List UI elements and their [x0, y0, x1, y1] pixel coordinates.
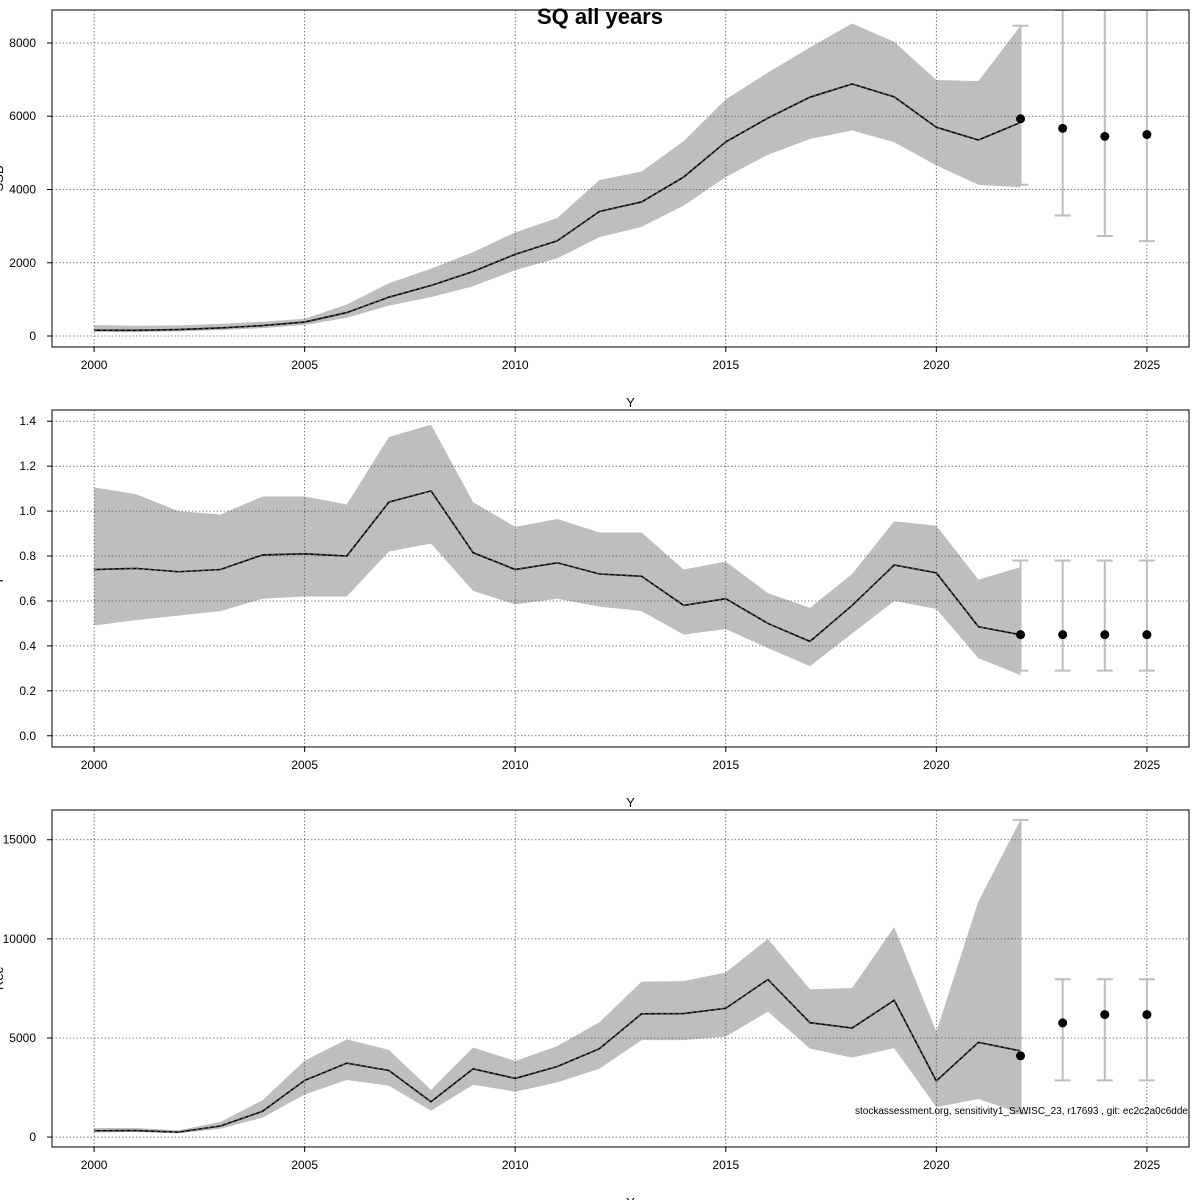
forecast-point	[1058, 1018, 1068, 1028]
y-tick-label: 10000	[3, 932, 37, 946]
x-tick-label: 2010	[502, 358, 529, 372]
panel-3-frame	[51, 809, 1190, 1148]
x-tick-label: 2005	[291, 358, 318, 372]
forecast-point	[1142, 130, 1152, 140]
panel-2-plot-area	[52, 410, 1189, 747]
y-axis-title: SSB	[0, 165, 6, 191]
x-tick-label: 2025	[1134, 358, 1161, 372]
confidence-band	[94, 819, 1021, 1134]
y-tick-label: 0.4	[19, 639, 36, 653]
forecast-point	[1100, 1010, 1110, 1020]
estimate-line-dashed	[94, 490, 1021, 642]
panel-3: 2000 2005 2010 2015 2020 2025 0 5000 10000 15000 Y…	[0, 809, 1190, 1200]
y-tick-label: 0.0	[19, 729, 36, 743]
panel-2: 2000 2005 2010 2015 2020 2025 0.0 0.2 0.4 0.6 0.8 1…	[0, 409, 1190, 810]
estimate-line-dashed	[94, 83, 1021, 331]
x-tick-label: 2010	[502, 1158, 529, 1172]
x-tick-label: 2010	[502, 758, 529, 772]
x-tick-label: 2015	[712, 758, 739, 772]
y-axis-title: Rec	[0, 966, 6, 990]
x-tick-label: 2005	[291, 1158, 318, 1172]
panel-1-frame	[51, 9, 1190, 348]
y-tick-label: 5000	[9, 1031, 36, 1045]
forecast-point	[1058, 630, 1068, 640]
forecast-point	[1016, 1051, 1026, 1061]
y-tick-label: 1.2	[19, 459, 36, 473]
panels: 2000 2005 2010 2015 2020 2025 0 2000 4000 6000 800…	[0, 9, 1190, 1200]
x-axis-title: Y	[626, 1195, 635, 1200]
x-tick-label: 2000	[81, 1158, 108, 1172]
forecast-point	[1100, 131, 1110, 141]
forecast-point	[1016, 114, 1026, 124]
panel-1: 2000 2005 2010 2015 2020 2025 0 2000 4000 6000 800…	[0, 9, 1190, 410]
y-tick-label: 6000	[9, 109, 36, 123]
x-tick-label: 2020	[923, 758, 950, 772]
footnote-text: stockassessment.org, sensitivity1_S-WISC…	[855, 1106, 1188, 1117]
y-tick-label: 0	[29, 1130, 36, 1144]
forecast-point	[1058, 123, 1068, 133]
y-tick-label: 1.0	[19, 504, 36, 518]
y-axis-title: F	[0, 574, 6, 582]
x-tick-label: 2015	[712, 1158, 739, 1172]
x-tick-label: 2015	[712, 358, 739, 372]
forecast-point	[1100, 630, 1110, 640]
forecast-point	[1016, 630, 1026, 640]
confidence-band	[94, 424, 1021, 676]
y-tick-label: 4000	[9, 182, 36, 196]
x-tick-label: 2000	[81, 758, 108, 772]
x-tick-label: 2020	[923, 358, 950, 372]
figure-title: SQ all years	[537, 4, 663, 29]
y-tick-label: 1.4	[19, 414, 36, 428]
x-tick-label: 2005	[291, 758, 318, 772]
x-axis-title: Y	[626, 795, 635, 810]
y-tick-label: 0.6	[19, 594, 36, 608]
estimate-line-dashed	[94, 978, 1021, 1133]
y-tick-label: 0	[29, 329, 36, 343]
x-tick-label: 2020	[923, 1158, 950, 1172]
y-tick-label: 8000	[9, 36, 36, 50]
x-axis-title: Y	[626, 395, 635, 410]
y-tick-label: 0.8	[19, 549, 36, 563]
panel-2-frame	[51, 409, 1190, 748]
x-tick-label: 2025	[1134, 1158, 1161, 1172]
panel-1-plot-area	[52, 10, 1189, 347]
confidence-band	[94, 23, 1021, 333]
x-tick-label: 2025	[1134, 758, 1161, 772]
y-tick-label: 0.2	[19, 684, 36, 698]
panel-3-plot-area	[52, 810, 1189, 1147]
y-tick-label: 15000	[3, 833, 37, 847]
x-tick-label: 2000	[81, 358, 108, 372]
forecast-point	[1142, 630, 1152, 640]
forecast-point	[1142, 1010, 1152, 1020]
y-tick-label: 2000	[9, 256, 36, 270]
